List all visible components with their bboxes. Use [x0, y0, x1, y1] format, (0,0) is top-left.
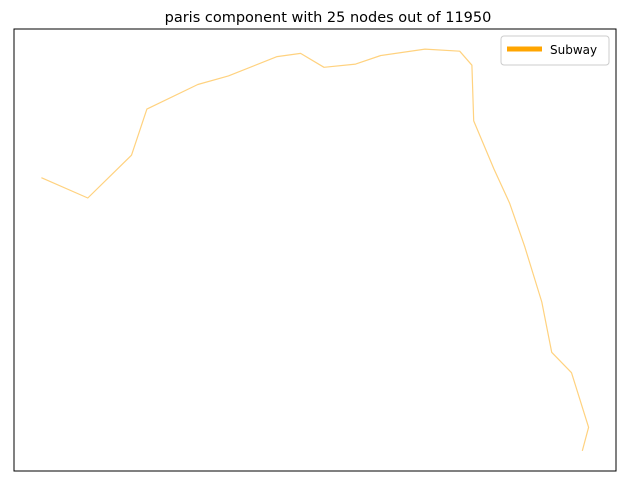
series-layer	[41, 48, 590, 452]
series-line-subway	[41, 48, 590, 452]
legend: Subway	[500, 35, 610, 66]
plot-area	[13, 28, 617, 472]
chart-title: paris component with 25 nodes out of 119…	[165, 10, 492, 26]
legend-box	[500, 35, 610, 66]
legend-label-subway: Subway	[550, 43, 597, 57]
